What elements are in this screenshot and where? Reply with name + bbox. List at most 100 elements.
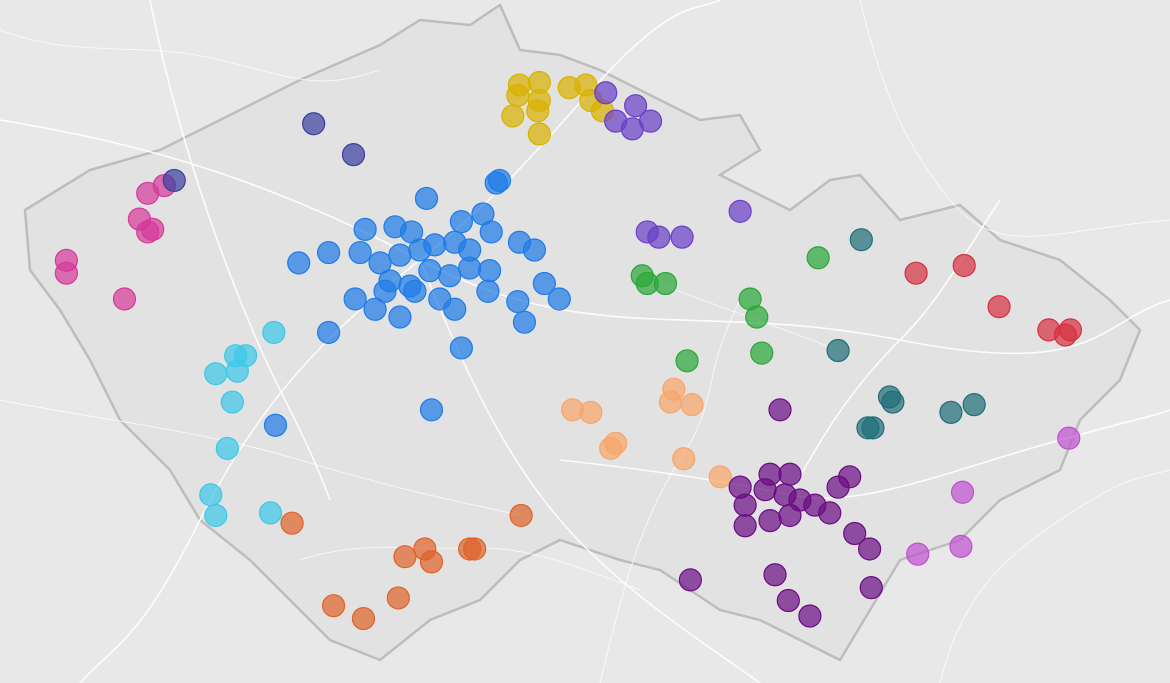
location-bubble[interactable] <box>414 186 439 211</box>
location-bubble[interactable] <box>906 542 930 566</box>
location-bubble[interactable] <box>987 295 1011 319</box>
location-bubble[interactable] <box>112 287 137 311</box>
location-bubble[interactable] <box>388 243 412 267</box>
location-bubble[interactable] <box>803 493 827 517</box>
location-bubble[interactable] <box>418 259 442 283</box>
location-bubble[interactable] <box>826 475 850 499</box>
location-bubble[interactable] <box>449 210 473 234</box>
location-bubble[interactable] <box>798 604 822 628</box>
location-bubble[interactable] <box>670 225 694 249</box>
location-bubble[interactable] <box>393 545 417 569</box>
location-bubble[interactable] <box>778 462 802 486</box>
location-bubble[interactable] <box>343 287 367 311</box>
location-bubble[interactable] <box>826 338 850 363</box>
location-bubble[interactable] <box>952 253 976 278</box>
location-bubble[interactable] <box>658 390 683 414</box>
location-bubble[interactable] <box>675 349 699 373</box>
location-bubble[interactable] <box>733 514 757 538</box>
location-bubble[interactable] <box>351 606 376 631</box>
location-bubble[interactable] <box>463 537 487 561</box>
location-bubble[interactable] <box>849 228 873 252</box>
location-bubble[interactable] <box>258 501 283 525</box>
location-bubble[interactable] <box>512 310 537 334</box>
location-bubble[interactable] <box>321 594 346 618</box>
location-bubble[interactable] <box>199 483 223 507</box>
location-bubble[interactable] <box>547 287 571 311</box>
location-bubble[interactable] <box>368 251 392 275</box>
location-bubble[interactable] <box>858 537 882 561</box>
location-bubble[interactable] <box>476 279 500 303</box>
location-bubble[interactable] <box>599 436 623 461</box>
location-bubble[interactable] <box>423 233 447 257</box>
location-bubble[interactable] <box>638 109 663 133</box>
location-bubble[interactable] <box>624 94 648 118</box>
location-bubble[interactable] <box>136 220 160 244</box>
location-bubble[interactable] <box>753 478 777 502</box>
location-bubble[interactable] <box>225 359 249 383</box>
location-bubble[interactable] <box>403 279 427 303</box>
location-bubble[interactable] <box>939 400 963 424</box>
location-bubble[interactable] <box>579 400 603 424</box>
location-bubble[interactable] <box>678 568 702 592</box>
location-bubble[interactable] <box>1057 426 1081 450</box>
location-bubble[interactable] <box>950 480 975 504</box>
location-bubble[interactable] <box>443 297 467 321</box>
location-bubble[interactable] <box>733 493 757 517</box>
location-bubble[interactable] <box>287 251 311 275</box>
location-bubble[interactable] <box>419 398 444 422</box>
location-bubble[interactable] <box>262 320 286 345</box>
location-bubble[interactable] <box>758 509 782 533</box>
location-bubble[interactable] <box>341 143 366 167</box>
location-bubble[interactable] <box>904 261 928 285</box>
location-bubble[interactable] <box>522 238 546 262</box>
location-bubble[interactable] <box>881 390 905 414</box>
location-bubble[interactable] <box>204 362 228 386</box>
location-bubble[interactable] <box>419 550 444 574</box>
location-bubble[interactable] <box>501 104 525 128</box>
location-bubble[interactable] <box>680 393 704 417</box>
location-bubble[interactable] <box>672 447 696 471</box>
location-bubble[interactable] <box>778 503 802 528</box>
location-bubble[interactable] <box>215 436 239 461</box>
location-bubble[interactable] <box>763 563 787 587</box>
location-bubble[interactable] <box>1058 318 1083 342</box>
location-bubble[interactable] <box>280 511 304 535</box>
location-bubble[interactable] <box>728 199 752 223</box>
location-bubble[interactable] <box>768 398 792 422</box>
location-bubble[interactable] <box>962 393 986 417</box>
location-bubble[interactable] <box>806 246 830 270</box>
location-bubble[interactable] <box>477 259 502 283</box>
location-bubble[interactable] <box>745 305 769 329</box>
location-bubble[interactable] <box>708 465 732 489</box>
location-bubble[interactable] <box>861 416 885 440</box>
location-bubble[interactable] <box>54 261 78 285</box>
location-bubble[interactable] <box>949 534 973 559</box>
location-bubble[interactable] <box>487 168 512 193</box>
location-bubble[interactable] <box>162 168 186 193</box>
location-bubble[interactable] <box>506 83 530 107</box>
location-bubble[interactable] <box>527 122 551 146</box>
location-bubble[interactable] <box>647 225 671 249</box>
location-bubble[interactable] <box>506 289 530 314</box>
location-bubble[interactable] <box>449 336 473 360</box>
location-bubble[interactable] <box>388 305 412 329</box>
location-bubble[interactable] <box>263 413 288 437</box>
location-bubble[interactable] <box>653 271 678 296</box>
location-bubble[interactable] <box>458 256 482 280</box>
location-bubble[interactable] <box>843 521 867 546</box>
location-bubble[interactable] <box>532 271 556 296</box>
location-bubble[interactable] <box>302 112 326 136</box>
location-bubble[interactable] <box>386 586 410 610</box>
location-bubble[interactable] <box>438 264 462 288</box>
location-bubble[interactable] <box>316 240 341 265</box>
location-bubble[interactable] <box>526 99 550 123</box>
location-bubble[interactable] <box>479 220 503 244</box>
location-bubble[interactable] <box>509 503 533 528</box>
location-bubble[interactable] <box>353 217 377 241</box>
location-bubble[interactable] <box>363 297 387 321</box>
location-bubble[interactable] <box>316 320 341 345</box>
location-bubble[interactable] <box>348 240 372 265</box>
location-bubble[interactable] <box>859 576 883 600</box>
location-bubble[interactable] <box>204 503 228 528</box>
location-bubble[interactable] <box>776 588 800 613</box>
